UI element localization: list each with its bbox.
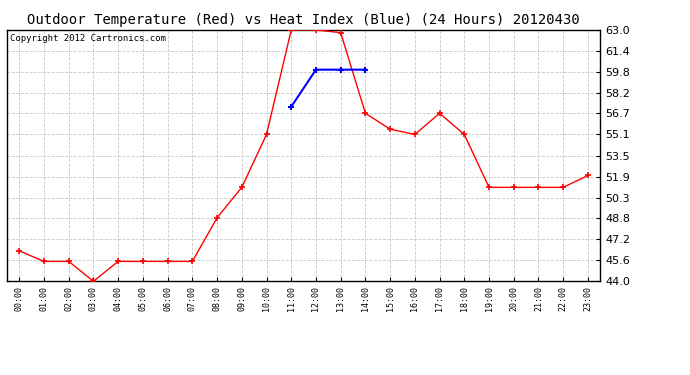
Title: Outdoor Temperature (Red) vs Heat Index (Blue) (24 Hours) 20120430: Outdoor Temperature (Red) vs Heat Index …: [27, 13, 580, 27]
Text: Copyright 2012 Cartronics.com: Copyright 2012 Cartronics.com: [10, 34, 166, 43]
